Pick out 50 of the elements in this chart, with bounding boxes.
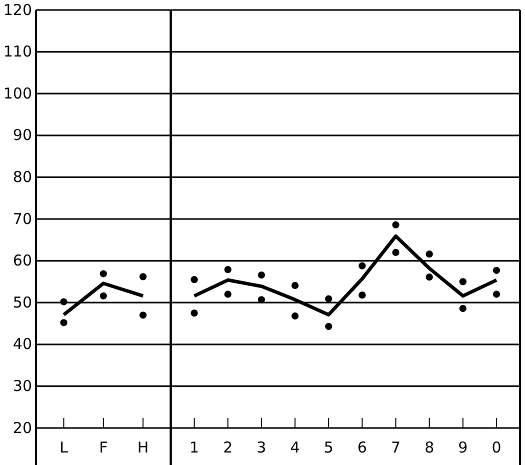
y-tick-label: 100 bbox=[3, 84, 32, 102]
point bbox=[100, 292, 107, 300]
point bbox=[426, 274, 433, 281]
x-tick-label: L bbox=[60, 438, 69, 457]
point bbox=[492, 290, 500, 298]
point bbox=[258, 296, 266, 304]
x-tick-label: 9 bbox=[458, 438, 468, 457]
x-tick-label: 2 bbox=[223, 438, 233, 457]
y-tick-label: 40 bbox=[12, 335, 32, 354]
x-tick-label: 0 bbox=[492, 438, 502, 457]
point bbox=[190, 309, 198, 317]
point bbox=[60, 319, 68, 326]
point bbox=[392, 248, 400, 256]
point bbox=[224, 266, 232, 274]
point bbox=[139, 312, 147, 319]
x-tick-label: 7 bbox=[390, 438, 401, 457]
point bbox=[325, 295, 332, 302]
point bbox=[492, 266, 500, 274]
x-tick-label: 8 bbox=[424, 438, 434, 457]
point bbox=[358, 262, 366, 270]
x-tick-label: 3 bbox=[256, 438, 266, 457]
y-tick-label: 60 bbox=[12, 252, 32, 270]
point bbox=[139, 273, 147, 280]
point bbox=[325, 322, 332, 330]
x-tick-label: H bbox=[137, 438, 149, 457]
y-tick-label: 30 bbox=[12, 377, 32, 395]
point bbox=[224, 290, 232, 298]
x-tick-label: F bbox=[99, 438, 108, 457]
x-tick-label: 6 bbox=[357, 438, 367, 457]
point bbox=[459, 278, 466, 286]
x-tick-label: 1 bbox=[190, 438, 200, 457]
point bbox=[459, 304, 466, 312]
y-tick-label: 110 bbox=[3, 42, 32, 61]
point bbox=[291, 282, 299, 290]
point bbox=[358, 292, 366, 299]
y-tick-label: 20 bbox=[12, 418, 32, 437]
point bbox=[426, 250, 433, 258]
y-tick-label: 80 bbox=[12, 168, 32, 186]
point bbox=[100, 270, 107, 278]
x-tick-label: 5 bbox=[324, 438, 334, 457]
y-tick-label: 120 bbox=[3, 0, 32, 19]
y-tick-label: 90 bbox=[12, 126, 32, 144]
point bbox=[60, 298, 68, 306]
x-tick-label: 4 bbox=[290, 438, 300, 457]
point bbox=[291, 312, 299, 320]
point bbox=[258, 271, 266, 279]
y-tick-label: 70 bbox=[12, 210, 32, 228]
point bbox=[190, 276, 198, 284]
point bbox=[392, 221, 400, 228]
y-tick-label: 50 bbox=[12, 293, 32, 312]
